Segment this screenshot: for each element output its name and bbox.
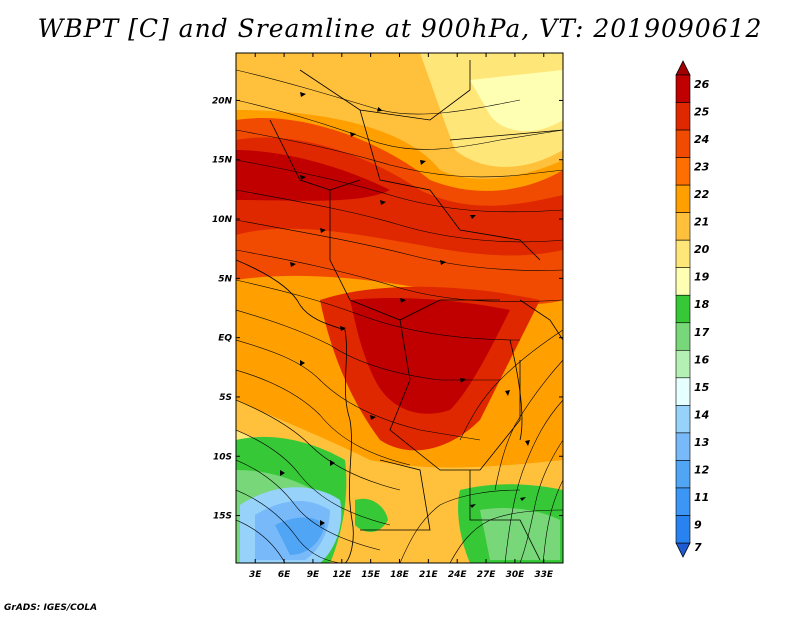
lon-tick-label: 27E xyxy=(477,570,497,580)
lat-tick-label: 5N xyxy=(218,274,232,284)
colorbar-over-triangle xyxy=(675,60,691,76)
grads-credit: GrADS: IGES/COLA xyxy=(4,603,98,613)
colorbar-label: 26 xyxy=(694,78,710,91)
colorbar-label: 20 xyxy=(694,243,710,256)
colorbar-label: 7 xyxy=(694,541,702,554)
colorbar-box xyxy=(675,212,691,241)
colorbar-label: 13 xyxy=(694,436,710,449)
lat-tick-label: 10S xyxy=(213,452,232,462)
colorbar-label: 18 xyxy=(694,298,710,311)
lat-tick-label: 15S xyxy=(213,512,232,522)
colorbar-box xyxy=(675,377,691,406)
lon-tick-label: 18E xyxy=(390,570,410,580)
colorbar-under-triangle xyxy=(675,542,691,558)
colorbar-box xyxy=(675,74,691,103)
colorbar-label: 25 xyxy=(694,106,710,119)
colorbar-box xyxy=(675,102,691,131)
colorbar: 26 25 24 23 22 21 20 19 18 17 16 15 14 13 12 11 9 7 xyxy=(675,60,710,558)
streamline-arrows xyxy=(280,92,530,526)
lon-tick-label: 33E xyxy=(534,570,554,580)
colorbar-label: 12 xyxy=(694,463,710,476)
colorbar-box xyxy=(675,487,691,516)
colorbar-box xyxy=(675,294,691,324)
lat-tick-label: EQ xyxy=(218,334,232,344)
colorbar-label: 14 xyxy=(694,408,709,421)
colorbar-label: 11 xyxy=(694,491,709,504)
colorbar-box xyxy=(675,184,691,213)
lat-tick-label: 15N xyxy=(212,156,233,166)
colorbar-box xyxy=(675,157,691,186)
colorbar-box xyxy=(675,267,691,296)
lat-tick-label: 20N xyxy=(212,96,233,106)
colorbar-box xyxy=(675,460,691,489)
colorbar-box xyxy=(675,349,691,379)
lat-tick-label: 5S xyxy=(219,393,232,403)
colorbar-box xyxy=(675,322,691,351)
colorbar-box xyxy=(675,129,691,158)
colorbar-label: 22 xyxy=(694,188,710,201)
lon-tick-label: 21E xyxy=(419,570,439,580)
latitude-axis: 20N 15N 10N 5N EQ 5S 10S 15S xyxy=(212,96,563,522)
lon-tick-label: 15E xyxy=(361,570,381,580)
colorbar-box xyxy=(675,515,691,544)
streamlines xyxy=(236,69,563,563)
lat-tick-label: 10N xyxy=(212,215,233,225)
colorbar-box xyxy=(675,239,691,269)
colorbar-label: 9 xyxy=(694,518,702,531)
wbpt-field xyxy=(236,53,563,563)
lon-tick-label: 6E xyxy=(278,570,291,580)
lon-tick-label: 9E xyxy=(307,570,320,580)
colorbar-box xyxy=(675,432,691,461)
lon-tick-label: 30E xyxy=(506,570,526,580)
lon-tick-label: 12E xyxy=(332,570,352,580)
colorbar-label: 24 xyxy=(694,133,709,146)
colorbar-label: 23 xyxy=(694,161,710,174)
colorbar-label: 17 xyxy=(694,326,710,339)
chart-title: WBPT [C] and Sreamline at 900hPa, VT: 20… xyxy=(37,14,763,43)
lon-tick-label: 3E xyxy=(249,570,262,580)
lon-tick-label: 24E xyxy=(448,570,468,580)
colorbar-label: 19 xyxy=(694,271,710,284)
longitude-axis: 3E 6E 9E 12E 15E 18E 21E 24E 27E 30E 33E xyxy=(249,53,554,580)
colorbar-label: 21 xyxy=(694,216,709,229)
colorbar-box xyxy=(675,405,691,434)
colorbar-label: 16 xyxy=(694,353,710,366)
colorbar-label: 15 xyxy=(694,381,710,394)
